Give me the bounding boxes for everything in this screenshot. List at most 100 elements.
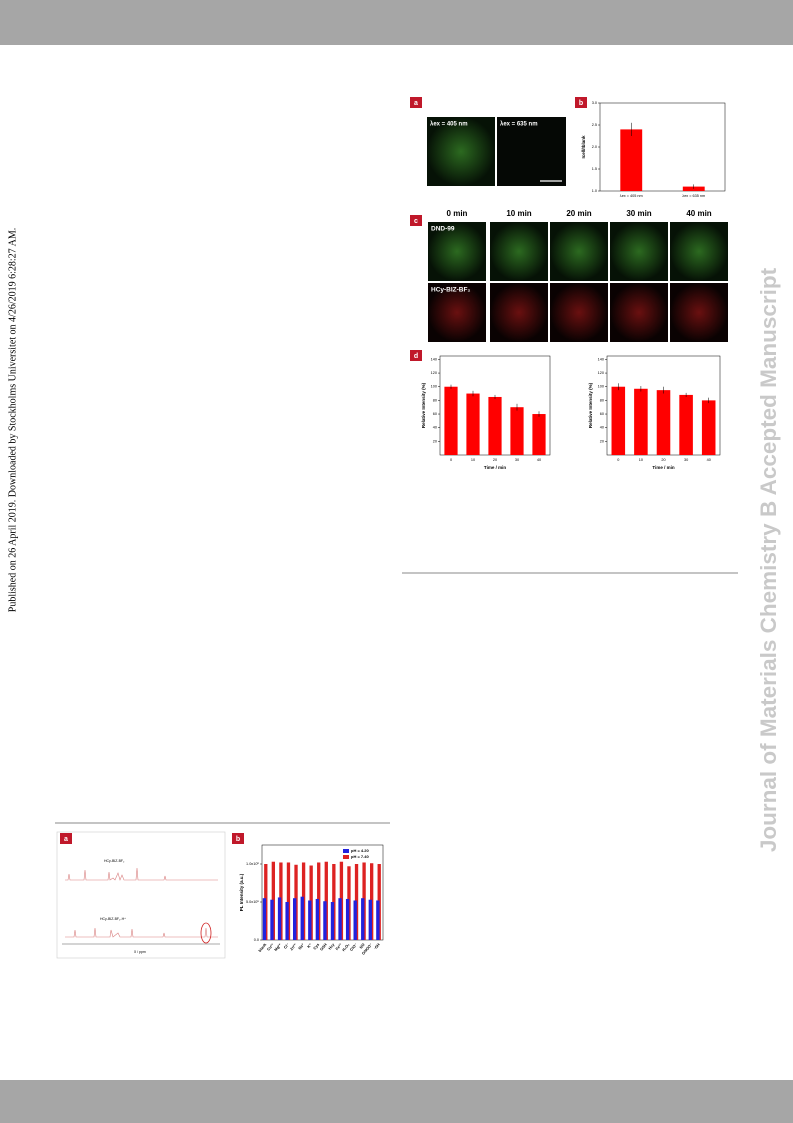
panel-label-box <box>410 350 422 361</box>
bar <box>656 390 671 455</box>
legend-label: pH = 4.20 <box>351 848 369 853</box>
y-tick-label: 140 <box>431 357 437 361</box>
y-tick-label: 2.5 <box>592 123 597 127</box>
y-tick-label: 140 <box>598 357 604 361</box>
bar <box>611 386 626 455</box>
panel-label-box <box>575 97 587 108</box>
header-bar <box>0 0 793 45</box>
micrograph <box>670 222 728 281</box>
bar <box>488 396 502 455</box>
y-tick-label: 80 <box>600 398 604 402</box>
bar <box>353 900 357 940</box>
column-label: 10 min <box>506 209 531 218</box>
panel-label-box <box>232 833 244 844</box>
micrograph <box>550 222 608 281</box>
x-tick-label: 0 <box>450 458 452 462</box>
micrograph <box>670 283 728 342</box>
x-tick-label: Cu²⁺ <box>266 943 274 952</box>
x-tick-label: K⁺ <box>307 943 313 949</box>
micrograph <box>427 117 495 186</box>
y-tick-label: 100 <box>431 385 437 389</box>
y-axis-label: Relative Intensity (%) <box>588 382 593 428</box>
panel-label-box <box>60 833 72 844</box>
micrograph <box>428 283 486 342</box>
bar <box>286 862 291 940</box>
micrograph <box>610 222 668 281</box>
bar <box>376 900 380 940</box>
y-tick-label: 3.0 <box>592 101 597 105</box>
bar <box>324 861 328 940</box>
bar <box>679 394 693 455</box>
x-tick-label: 40 <box>537 458 541 462</box>
bar <box>634 388 648 455</box>
y-tick-label: 40 <box>433 426 437 430</box>
x-axis-label: Time / min <box>484 465 506 470</box>
compound-label: HCy-BIZ-BF₂ <box>104 859 125 863</box>
panel-label: d <box>414 353 418 360</box>
x-tick-label: 10 <box>471 458 475 462</box>
x-tick-label: Fe³⁺ <box>335 943 343 951</box>
x-tick-label: 20 <box>493 458 497 462</box>
micrograph <box>428 222 486 281</box>
micrograph <box>550 283 608 342</box>
spectrum <box>65 927 218 938</box>
x-tick-label: Mg²⁺ <box>274 943 283 952</box>
plot-frame <box>261 844 384 941</box>
x-tick-label: Cys <box>313 943 321 951</box>
y-tick-label: 100 <box>598 385 604 389</box>
x-tick-label: 30 <box>515 458 519 462</box>
y-tick-label: 0.0 <box>254 938 259 942</box>
panel-label-box <box>410 215 422 226</box>
row-label: DND-99 <box>431 226 455 233</box>
column-label: 20 min <box>566 209 591 218</box>
bar <box>308 900 312 940</box>
bar <box>285 902 289 940</box>
y-tick-label: 20 <box>433 439 437 443</box>
x-tick-label: Hcy <box>328 942 336 951</box>
image-label: λex = 635 nm <box>500 122 538 128</box>
column-label: 30 min <box>626 209 651 218</box>
y-tick-label: 5.0x10⁵ <box>246 900 259 904</box>
row-label: HCy-BIZ-BF₂ <box>431 287 470 294</box>
bar <box>345 898 350 940</box>
bar <box>361 898 365 940</box>
bar <box>323 901 327 940</box>
x-tick-label: Na⁺ <box>298 943 305 951</box>
panel-label: b <box>579 100 583 107</box>
x-tick-label: GSH <box>319 943 328 952</box>
y-tick-label: 20 <box>600 439 604 443</box>
bar <box>368 899 372 940</box>
y-axis-label: PL Intensity (a.u.) <box>239 873 244 911</box>
y-tick-label: 1.0 <box>592 189 597 193</box>
column-label: 40 min <box>686 209 711 218</box>
x-tick-label: Cl⁻ <box>283 943 290 950</box>
panel-label: c <box>414 218 418 225</box>
spectrum <box>65 867 218 881</box>
bar <box>510 407 524 455</box>
panel-frame <box>56 831 226 959</box>
x-tick-label: NO <box>359 943 366 950</box>
x-tick-label: 10 <box>639 458 643 462</box>
bar <box>466 393 480 455</box>
x-tick-label: 40 <box>707 458 711 462</box>
bar <box>300 896 304 940</box>
x-tick-label: ·OH <box>373 943 381 951</box>
micrograph <box>497 117 566 186</box>
bar <box>315 898 320 940</box>
panel-label: a <box>414 100 418 107</box>
bar <box>262 898 267 940</box>
publication-note: Published on 26 April 2019. Downloaded b… <box>7 228 18 612</box>
legend-swatch <box>343 855 349 859</box>
y-tick-label: 120 <box>431 371 437 375</box>
footer-bar <box>0 1080 793 1123</box>
legend-swatch <box>343 849 349 853</box>
bar <box>532 414 546 455</box>
micrograph <box>490 283 548 342</box>
bar <box>277 897 282 940</box>
x-tick-label: Zn²⁺ <box>289 943 297 952</box>
image-label: λex = 405 nm <box>430 122 468 128</box>
x-tick-label: 0 <box>617 458 619 462</box>
bar <box>270 899 274 940</box>
x-tick-label: 30 <box>684 458 688 462</box>
